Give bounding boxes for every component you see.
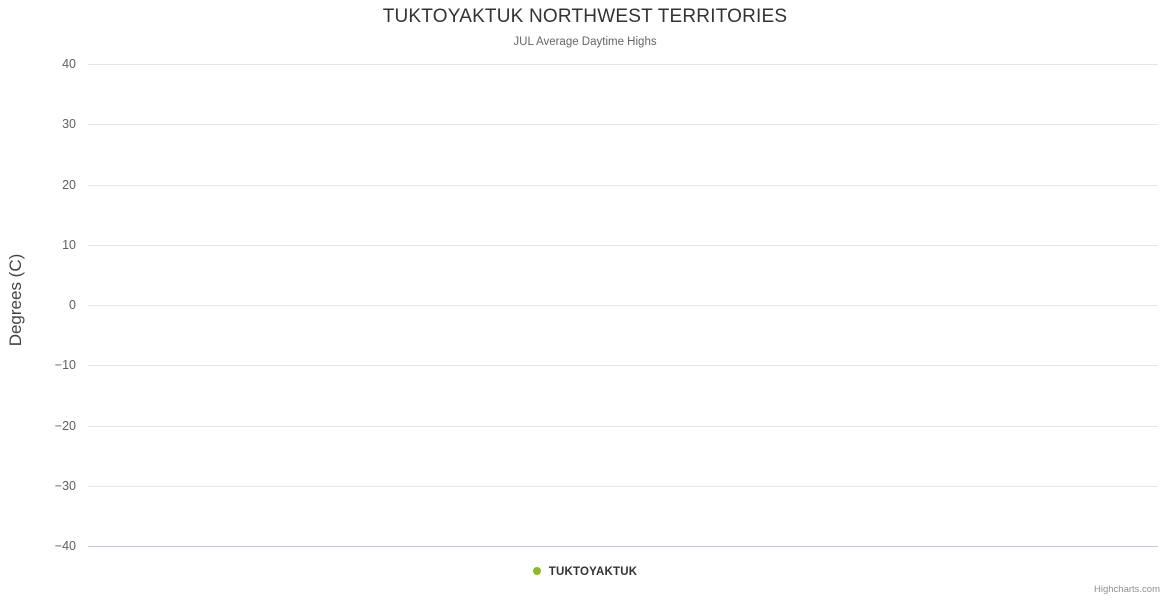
y-axis-tick-label: −10 — [54, 358, 76, 372]
legend-item-tuktoyaktuk[interactable]: TUKTOYAKTUK — [532, 563, 638, 581]
gridline — [88, 124, 1158, 125]
gridline — [88, 305, 1158, 306]
circle-marker-icon — [532, 567, 541, 575]
y-axis-tick-label: 10 — [62, 238, 76, 252]
y-axis-tick-label: 20 — [62, 178, 76, 192]
gridline — [88, 245, 1158, 246]
credits-link[interactable]: Highcharts.com — [1094, 584, 1160, 595]
y-axis-tick-label: −30 — [54, 479, 76, 493]
y-axis-tick-label: −20 — [54, 419, 76, 433]
y-axis-tick-label: 0 — [69, 298, 76, 312]
gridline — [88, 426, 1158, 427]
series-layer — [88, 64, 1158, 546]
chart-title: TUKTOYAKTUK NORTHWEST TERRITORIES — [382, 6, 788, 27]
gridline — [88, 365, 1158, 366]
legend-item-label: TUKTOYAKTUK — [548, 566, 638, 578]
y-axis-tick-label: −40 — [54, 539, 76, 553]
plot-area — [88, 64, 1158, 546]
gridline — [88, 486, 1158, 487]
gridline — [88, 64, 1158, 65]
y-axis-tick-label: 30 — [62, 117, 76, 131]
x-axis-line — [88, 546, 1158, 547]
y-axis-tick-label: 40 — [62, 57, 76, 71]
legend: TUKTOYAKTUK — [0, 563, 1170, 581]
gridline — [88, 185, 1158, 186]
chart-subtitle: JUL Average Daytime Highs — [513, 36, 657, 48]
